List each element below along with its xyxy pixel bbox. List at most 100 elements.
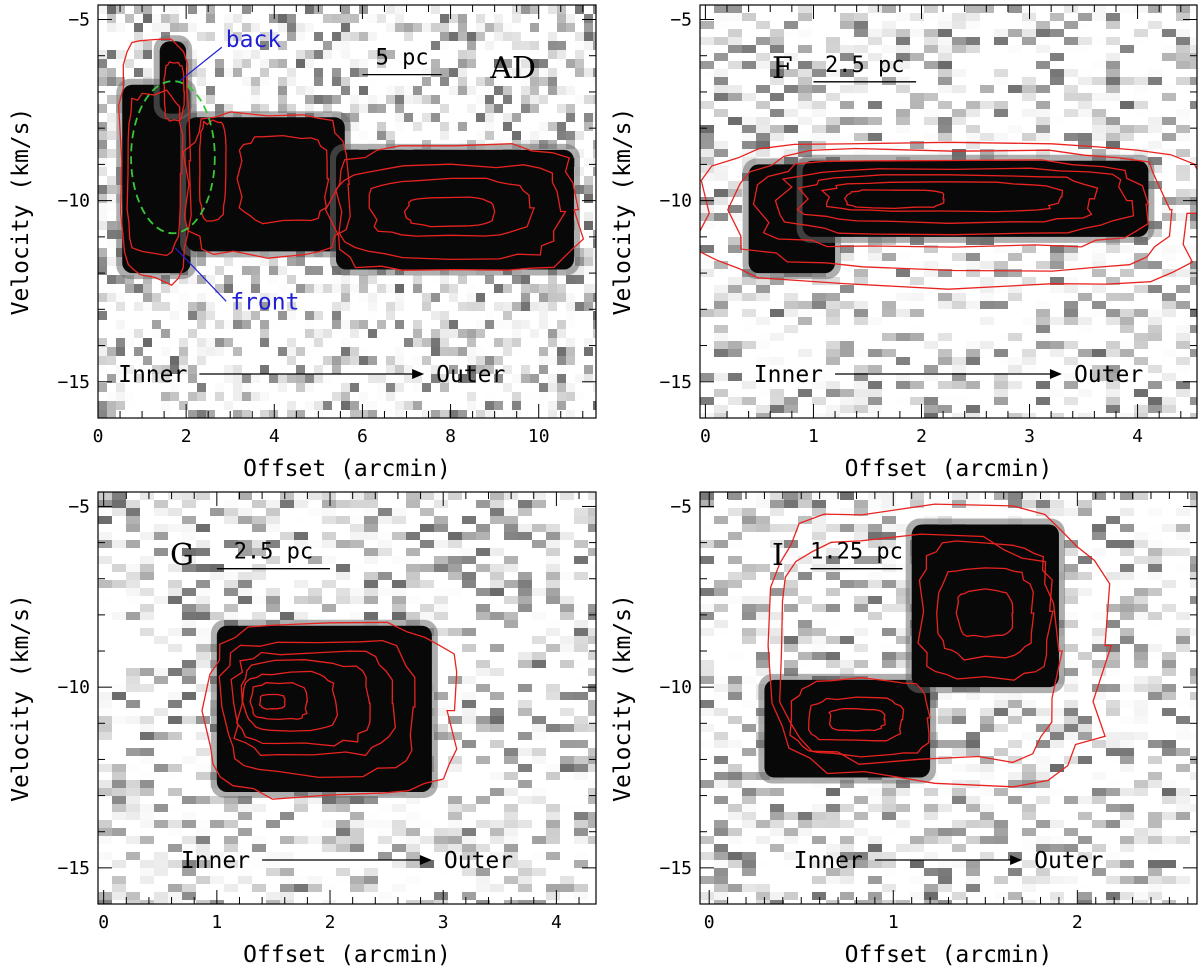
noise-cell: [518, 596, 532, 604]
noise-cell: [798, 309, 812, 317]
noise-cell: [107, 149, 116, 158]
noise-cell: [462, 868, 476, 876]
noise-cell: [368, 14, 377, 23]
noise-cell: [98, 492, 112, 500]
noise-cell: [924, 852, 938, 860]
noise-cell: [532, 852, 546, 860]
noise-cell: [364, 564, 378, 572]
noise-cell: [1008, 245, 1022, 253]
contour-line: [752, 159, 1150, 248]
emission-core: [335, 149, 574, 270]
arrow-outer-label: Outer: [436, 362, 505, 388]
noise-cell: [1190, 876, 1197, 884]
noise-cell: [287, 104, 296, 113]
noise-cell: [210, 804, 224, 812]
noise-cell: [458, 410, 467, 418]
noise-cell: [252, 884, 266, 892]
noise-cell: [1148, 69, 1162, 77]
noise-cell: [476, 23, 485, 32]
noise-cell: [161, 5, 170, 14]
noise-cell: [1162, 644, 1176, 652]
noise-cell: [521, 41, 530, 50]
noise-cell: [305, 320, 314, 329]
noise-cell: [188, 77, 197, 86]
noise-cell: [1120, 492, 1134, 500]
noise-cell: [868, 548, 882, 556]
noise-cell: [112, 796, 126, 804]
noise-cell: [557, 14, 566, 23]
noise-cell: [1036, 301, 1050, 309]
noise-cell: [714, 13, 728, 21]
noise-cell: [1078, 77, 1092, 85]
noise-cell: [1092, 269, 1106, 277]
noise-cell: [560, 636, 574, 644]
noise-cell: [826, 125, 840, 133]
noise-cell: [574, 812, 588, 820]
noise-cell: [266, 876, 280, 884]
noise-cell: [1078, 133, 1092, 141]
noise-cell: [539, 356, 548, 365]
noise-cell: [1120, 700, 1134, 708]
noise-cell: [485, 50, 494, 59]
noise-cell: [504, 596, 518, 604]
noise-cell: [305, 329, 314, 338]
noise-cell: [294, 540, 308, 548]
noise-cell: [467, 86, 476, 95]
contour-line: [789, 677, 931, 758]
noise-cell: [518, 500, 532, 508]
noise-cell: [260, 257, 269, 266]
noise-cell: [728, 804, 742, 812]
noise-cell: [1078, 548, 1092, 556]
noise-cell: [924, 365, 938, 373]
noise-cell: [1162, 708, 1176, 716]
noise-cell: [266, 588, 280, 596]
noise-cell: [1092, 37, 1106, 45]
noise-cell: [197, 338, 206, 347]
noise-cell: [431, 329, 440, 338]
noise-cell: [377, 104, 386, 113]
noise-cell: [107, 230, 116, 239]
noise-cell: [588, 748, 596, 756]
noise-cell: [98, 716, 112, 724]
noise-cell: [107, 284, 116, 293]
noise-cell: [1190, 61, 1197, 69]
noise-cell: [756, 141, 770, 149]
noise-cell: [168, 588, 182, 596]
contour-line: [258, 693, 286, 710]
noise-cell: [1162, 45, 1176, 53]
noise-cell: [868, 860, 882, 868]
noise-cell: [784, 604, 798, 612]
noise-cell: [107, 113, 116, 122]
noise-cell: [593, 113, 596, 122]
noise-cell: [1092, 333, 1106, 341]
noise-cell: [1190, 125, 1197, 133]
noise-cell: [966, 900, 980, 904]
noise-cell: [784, 29, 798, 37]
noise-cell: [448, 812, 462, 820]
noise-cell: [323, 14, 332, 23]
noise-cell: [350, 410, 359, 418]
noise-cell: [826, 604, 840, 612]
noise-cell: [1134, 732, 1148, 740]
noise-cell: [140, 820, 154, 828]
noise-cell: [336, 532, 350, 540]
noise-cell: [1176, 325, 1190, 333]
noise-cell: [574, 660, 588, 668]
noise-cell: [557, 5, 566, 14]
noise-cell: [924, 85, 938, 93]
noise-cell: [952, 37, 966, 45]
noise-cell: [476, 708, 490, 716]
noise-cell: [566, 311, 575, 320]
noise-cell: [280, 492, 294, 500]
noise-cell: [557, 293, 566, 302]
noise-cell: [584, 347, 593, 356]
noise-cell: [392, 516, 406, 524]
noise-cell: [812, 500, 826, 508]
noise-cell: [107, 257, 116, 266]
noise-cell: [868, 141, 882, 149]
noise-cell: [332, 293, 341, 302]
contour-group: [700, 141, 1197, 290]
noise-cell: [107, 392, 116, 401]
noise-cell: [539, 293, 548, 302]
noise-cell: [392, 556, 406, 564]
